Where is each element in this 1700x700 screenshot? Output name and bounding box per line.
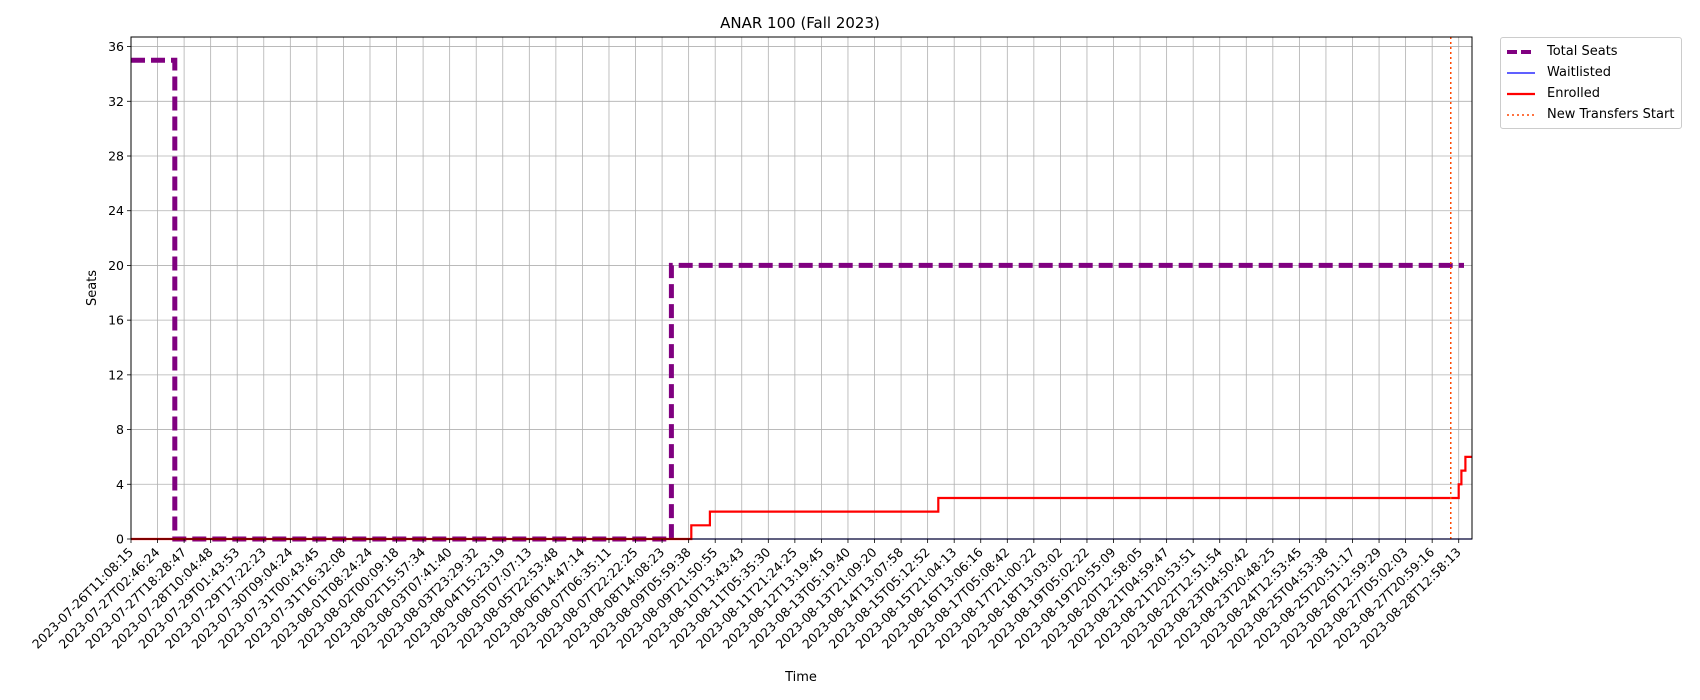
y-axis-ticks: 0 4 8 12 16 20 24 28 32 36 xyxy=(108,39,131,547)
series-line-total-seats xyxy=(131,57,1464,542)
legend-swatch-new-transfers-start xyxy=(1507,109,1535,121)
y-tick-label: 0 xyxy=(116,532,124,547)
y-tick-label: 8 xyxy=(116,422,124,437)
legend: Total Seats Waitlisted Enrolled New Tran… xyxy=(1500,37,1682,129)
legend-swatch-enrolled xyxy=(1507,88,1535,100)
chart-title: ANAR 100 (Fall 2023) xyxy=(720,14,880,32)
grid xyxy=(130,37,1472,540)
legend-label-new-transfers-start: New Transfers Start xyxy=(1547,107,1675,122)
y-tick-label: 36 xyxy=(108,39,124,54)
legend-label-total-seats: Total Seats xyxy=(1547,44,1618,59)
y-tick-label: 28 xyxy=(108,149,124,164)
y-tick-label: 16 xyxy=(108,313,124,328)
y-tick-label: 20 xyxy=(108,258,124,273)
legend-label-enrolled: Enrolled xyxy=(1547,86,1600,101)
x-axis-ticks: 2023-07-26T11:08:152023-07-27T02:46:2420… xyxy=(29,539,1464,652)
legend-item-total-seats: Total Seats xyxy=(1507,41,1675,62)
plot-frame xyxy=(130,36,1473,540)
legend-swatch-waitlisted xyxy=(1507,67,1535,79)
legend-item-new-transfers-start: New Transfers Start xyxy=(1507,104,1675,125)
y-tick-label: 32 xyxy=(108,94,124,109)
legend-label-waitlisted: Waitlisted xyxy=(1547,65,1612,80)
y-tick-label: 24 xyxy=(108,203,124,218)
y-axis-label: Seats xyxy=(85,270,100,306)
series-line-enrolled xyxy=(131,455,1472,541)
y-tick-label: 12 xyxy=(108,367,124,382)
y-tick-label: 4 xyxy=(116,477,124,492)
legend-swatch-total-seats xyxy=(1507,46,1535,58)
series-layer xyxy=(131,37,1472,542)
legend-item-enrolled: Enrolled xyxy=(1507,83,1675,104)
x-axis-label: Time xyxy=(784,670,817,685)
legend-item-waitlisted: Waitlisted xyxy=(1507,62,1675,83)
